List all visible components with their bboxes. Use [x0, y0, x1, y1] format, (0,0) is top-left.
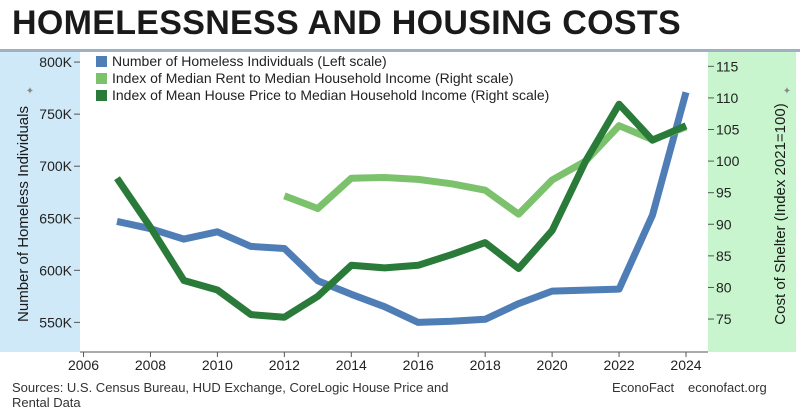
source-note: Sources: U.S. Census Bureau, HUD Exchang… [12, 380, 449, 410]
x-tick-label: 2020 [537, 357, 568, 372]
left-axis-star-icon: ✦ [26, 86, 34, 97]
x-tick-label: 2012 [269, 357, 300, 372]
site-url: econofact.org [688, 380, 767, 395]
brand-name: EconoFact [612, 380, 675, 395]
right-tick-label: 90 [716, 216, 732, 232]
x-tick-label: 2022 [603, 357, 634, 372]
left-axis-label: Number of Homeless Individuals [15, 106, 32, 322]
series-lines [114, 91, 690, 326]
legend-swatch [96, 90, 107, 101]
right-tick-label: 75 [716, 311, 732, 327]
chart-title: HOMELESSNESS AND HOUSING COSTS [12, 4, 681, 42]
legend-swatch [96, 56, 107, 67]
right-tick-label: 95 [716, 185, 732, 201]
right-tick-label: 110 [716, 90, 739, 106]
left-tick-label: 650K [39, 210, 72, 226]
left-tick-label: 600K [39, 262, 72, 278]
legend-label: Number of Homeless Individuals (Left sca… [112, 53, 387, 69]
legend: Number of Homeless Individuals (Left sca… [96, 53, 549, 103]
x-tick-label: 2024 [670, 357, 701, 372]
left-axis-ticks: 800K 750K 700K 650K 600K 550K [39, 54, 80, 330]
right-tick-label: 115 [716, 58, 739, 74]
x-axis-ticks: 2006 2008 2010 2012 2014 2016 2018 2020 2022 2024 [68, 352, 702, 372]
right-axis-label: Cost of Shelter (Index 2021=100) [772, 103, 789, 324]
right-tick-label: 85 [716, 248, 732, 264]
left-tick-label: 800K [39, 54, 72, 70]
x-tick-label: 2010 [202, 357, 233, 372]
left-tick-label: 550K [39, 314, 72, 330]
series-line-homeless-individuals [116, 91, 690, 326]
series-line-house-price-to-income-index [114, 100, 688, 321]
left-tick-label: 700K [39, 158, 72, 174]
right-axis-star-icon: ✦ [783, 86, 791, 97]
right-tick-label: 105 [716, 122, 740, 138]
title-divider [0, 49, 800, 52]
x-tick-label: 2008 [135, 357, 166, 372]
right-axis-ticks: 115 110 105 100 95 90 85 80 75 [708, 58, 740, 327]
right-tick-label: 100 [716, 153, 740, 169]
left-tick-label: 750K [39, 106, 72, 122]
legend-label: Index of Mean House Price to Median Hous… [112, 87, 549, 103]
right-tick-label: 80 [716, 279, 732, 295]
x-tick-label: 2014 [336, 357, 367, 372]
left-axis-panel [0, 52, 80, 352]
legend-label: Index of Median Rent to Median Household… [112, 70, 514, 86]
chart: 2006 2008 2010 2012 2014 2016 2018 2020 2022 2024… [0, 52, 796, 372]
right-axis-panel [708, 52, 796, 352]
series-line-rent-to-income-index [283, 122, 688, 218]
x-tick-label: 2018 [470, 357, 501, 372]
x-tick-label: 2006 [68, 357, 99, 372]
legend-swatch [96, 73, 107, 84]
x-tick-label: 2016 [403, 357, 434, 372]
